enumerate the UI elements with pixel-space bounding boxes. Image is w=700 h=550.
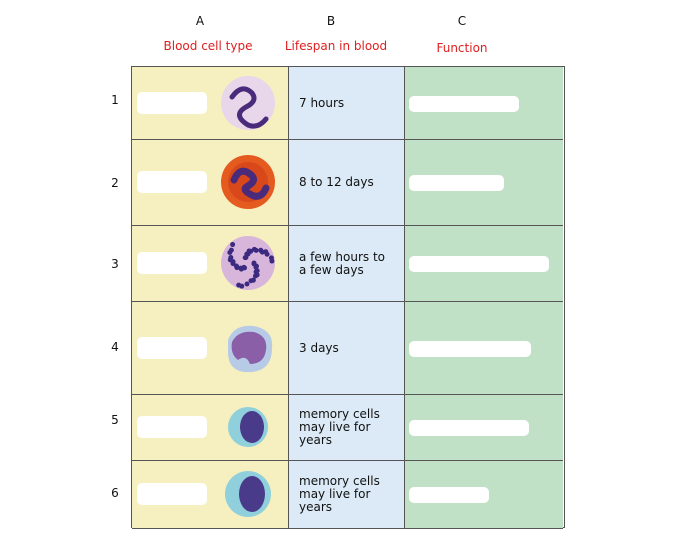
cell-type-cell: [132, 302, 289, 395]
column-letter-c: C: [457, 14, 467, 28]
row-number: 4: [111, 340, 119, 354]
cell-type-cell: [132, 140, 289, 226]
column-letter-b: B: [326, 14, 336, 28]
row-number: 5: [111, 413, 119, 427]
lifespan-text: 3 days: [299, 340, 339, 355]
cell-type-answer-zone[interactable]: [137, 252, 207, 274]
lifespan-cell: a few hours to a few days: [289, 226, 405, 302]
lifespan-cell: memory cells may live for years: [289, 395, 405, 461]
blood-cell-image: [225, 471, 271, 517]
lifespan-text: 7 hours: [299, 95, 345, 110]
function-answer-zone[interactable]: [409, 487, 489, 503]
lifespan-text: 8 to 12 days: [299, 175, 374, 189]
function-cell: [405, 302, 563, 395]
function-cell: [405, 226, 563, 302]
cell-type-cell: [132, 395, 289, 461]
column-header-function: Function: [436, 41, 488, 55]
row-number: 2: [111, 176, 119, 190]
cell-type-answer-zone[interactable]: [137, 416, 207, 438]
cell-type-cell: [132, 226, 289, 302]
blood-cell-image: [228, 407, 268, 447]
lifespan-text: memory cells may live for years: [299, 474, 380, 514]
lifespan-cell: 3 days: [289, 302, 405, 395]
function-cell: [405, 461, 563, 529]
function-answer-zone[interactable]: [409, 175, 504, 191]
function-answer-zone[interactable]: [409, 95, 519, 112]
lifespan-cell: 7 hours: [289, 67, 405, 140]
lifespan-text: memory cells may live for years: [299, 407, 380, 447]
column-header-blood-cell-type: Blood cell type: [163, 39, 253, 53]
cell-type-answer-zone[interactable]: [137, 336, 207, 359]
cell-type-answer-zone[interactable]: [137, 91, 207, 114]
blood-cell-image: [221, 75, 275, 130]
blood-cell-image: [228, 325, 273, 372]
blood-cell-image: [221, 236, 275, 290]
function-cell: [405, 67, 563, 140]
blood-cell-image: [221, 155, 275, 209]
lifespan-text: a few hours to a few days: [299, 250, 386, 277]
function-answer-zone[interactable]: [409, 256, 549, 272]
row-number: 3: [111, 257, 119, 271]
cell-type-answer-zone[interactable]: [137, 171, 207, 193]
blood-cell-table: 7 hours 8 to 12 days a few hours to a fe…: [131, 66, 565, 529]
cell-type-answer-zone[interactable]: [137, 483, 207, 505]
cell-type-cell: [132, 67, 289, 140]
function-answer-zone[interactable]: [409, 420, 529, 436]
row-number: 1: [111, 93, 119, 107]
function-cell: [405, 140, 563, 226]
function-cell: [405, 395, 563, 461]
lifespan-cell: memory cells may live for years: [289, 461, 405, 529]
cell-type-cell: [132, 461, 289, 529]
column-letter-a: A: [195, 14, 205, 28]
row-number: 6: [111, 486, 119, 500]
function-answer-zone[interactable]: [409, 340, 531, 357]
column-header-lifespan: Lifespan in blood: [284, 39, 388, 53]
lifespan-cell: 8 to 12 days: [289, 140, 405, 226]
